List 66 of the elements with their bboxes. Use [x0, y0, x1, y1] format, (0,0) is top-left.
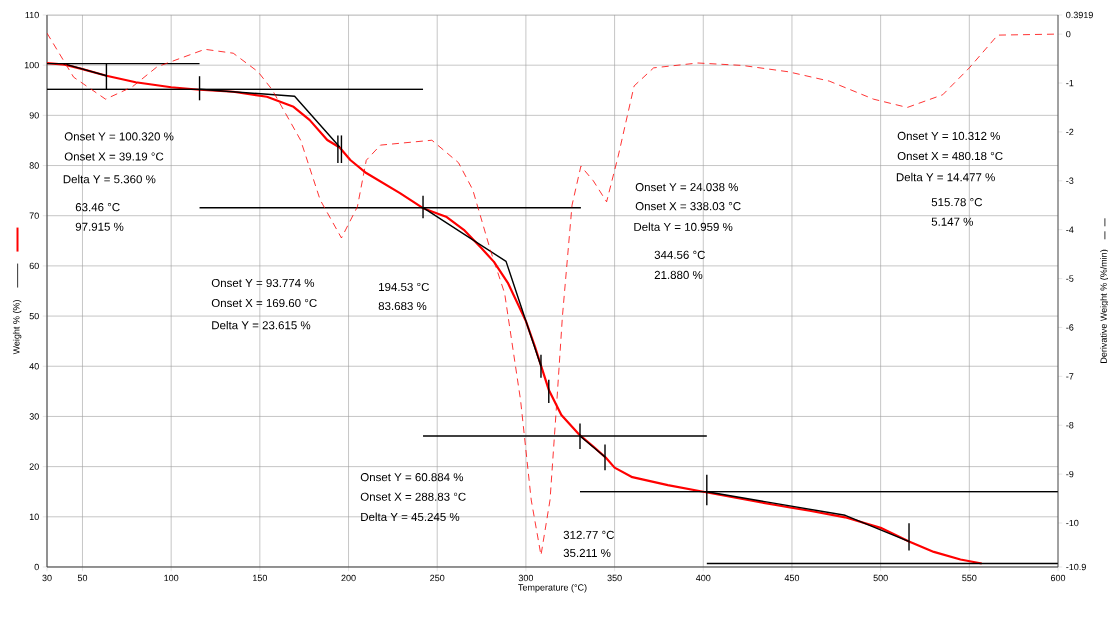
annotation: 21.880 %	[654, 270, 703, 279]
y2-tick-label: -9	[1066, 470, 1074, 478]
annotation: 5.147 %	[931, 217, 973, 226]
x-tick-label: 400	[695, 574, 711, 582]
annotation: 312.77 °C	[563, 530, 614, 539]
annotation: Onset Y = 93.774 %	[211, 278, 315, 288]
y2-tick-label: -10.9	[1066, 563, 1086, 571]
y-tick-label: 40	[29, 363, 39, 370]
y-tick-label: 0	[34, 563, 39, 571]
y2-tick-label: -8	[1066, 422, 1074, 429]
y2-tick-label: -5	[1066, 275, 1074, 282]
annotation: Delta Y = 5.360 %	[63, 174, 156, 184]
y2-tick-label: -1	[1066, 79, 1074, 87]
annotation: 194.53 °C	[379, 282, 429, 292]
y-tick-label: 90	[29, 112, 39, 119]
annotation: Delta Y = 23.615 %	[212, 320, 311, 330]
x-tick-label: 500	[873, 574, 888, 582]
annotation: Onset Y = 24.038 %	[635, 183, 739, 192]
y2-tick-label: -7	[1066, 373, 1074, 380]
x-axis-title: Temperature (°C)	[518, 584, 587, 593]
annotation: 344.56 °C	[654, 250, 705, 259]
y2-tick-label: 0.3919	[1066, 11, 1093, 19]
y-tick-label: 30	[29, 413, 39, 420]
annotation: Onset Y = 10.312 %	[897, 131, 1000, 140]
x-tick-label: 50	[77, 574, 88, 582]
annotation: Onset X = 39.19 °C	[64, 152, 164, 161]
x-tick-label: 200	[341, 574, 356, 582]
y2-tick-label: -3	[1066, 177, 1074, 184]
y-tick-label: 70	[29, 212, 39, 219]
annotation: Onset Y = 100.320 %	[64, 132, 174, 141]
y-tick-label: 80	[29, 162, 39, 169]
y-tick-label: 100	[24, 61, 39, 69]
y2-tick-label: 0	[1066, 30, 1071, 38]
y-tick-label: 10	[29, 513, 39, 520]
y2-axis-title: Derivative Weight % (%/min)	[1100, 249, 1108, 363]
x-tick-label: 600	[1050, 574, 1066, 582]
y-tick-label: 110	[25, 11, 39, 19]
annotation: 63.46 °C	[75, 203, 120, 212]
annotation: Delta Y = 45.245 %	[361, 512, 460, 522]
annotation: 97.915 %	[75, 222, 124, 231]
x-tick-label: 150	[253, 574, 268, 582]
annotation: 35.211 %	[563, 548, 611, 557]
annotation: Onset X = 480.18 °C	[897, 151, 1003, 161]
x-tick-label: 300	[518, 574, 534, 582]
annotation: Onset X = 338.03 °C	[635, 202, 741, 211]
y2-tick-label: -6	[1066, 324, 1074, 331]
x-tick-label: 350	[607, 574, 622, 582]
y2-tick-label: -10	[1066, 519, 1079, 527]
y-tick-label: 60	[29, 262, 39, 270]
annotation: 83.683 %	[378, 301, 427, 311]
annotation: 515.78 °C	[931, 198, 983, 207]
annotation: Onset X = 288.83 °C	[360, 492, 466, 501]
y2-tick-label: -2	[1066, 128, 1074, 136]
x-tick-label: 100	[164, 574, 179, 582]
y-tick-label: 50	[29, 312, 39, 320]
y-axis-title: Weight % (%)	[12, 300, 22, 355]
y2-tick-label: -4	[1066, 226, 1074, 233]
x-tick-label: 550	[962, 574, 977, 582]
x-tick-label: 30	[42, 574, 52, 582]
annotation: Delta Y = 14.477 %	[896, 172, 995, 182]
y-tick-label: 20	[29, 463, 39, 470]
annotation: Delta Y = 10.959 %	[634, 222, 733, 231]
x-tick-label: 250	[430, 574, 445, 582]
annotation: Onset Y = 60.884 %	[360, 473, 464, 482]
annotation: Onset X = 169.60 °C	[211, 298, 317, 308]
x-tick-label: 450	[784, 574, 800, 582]
